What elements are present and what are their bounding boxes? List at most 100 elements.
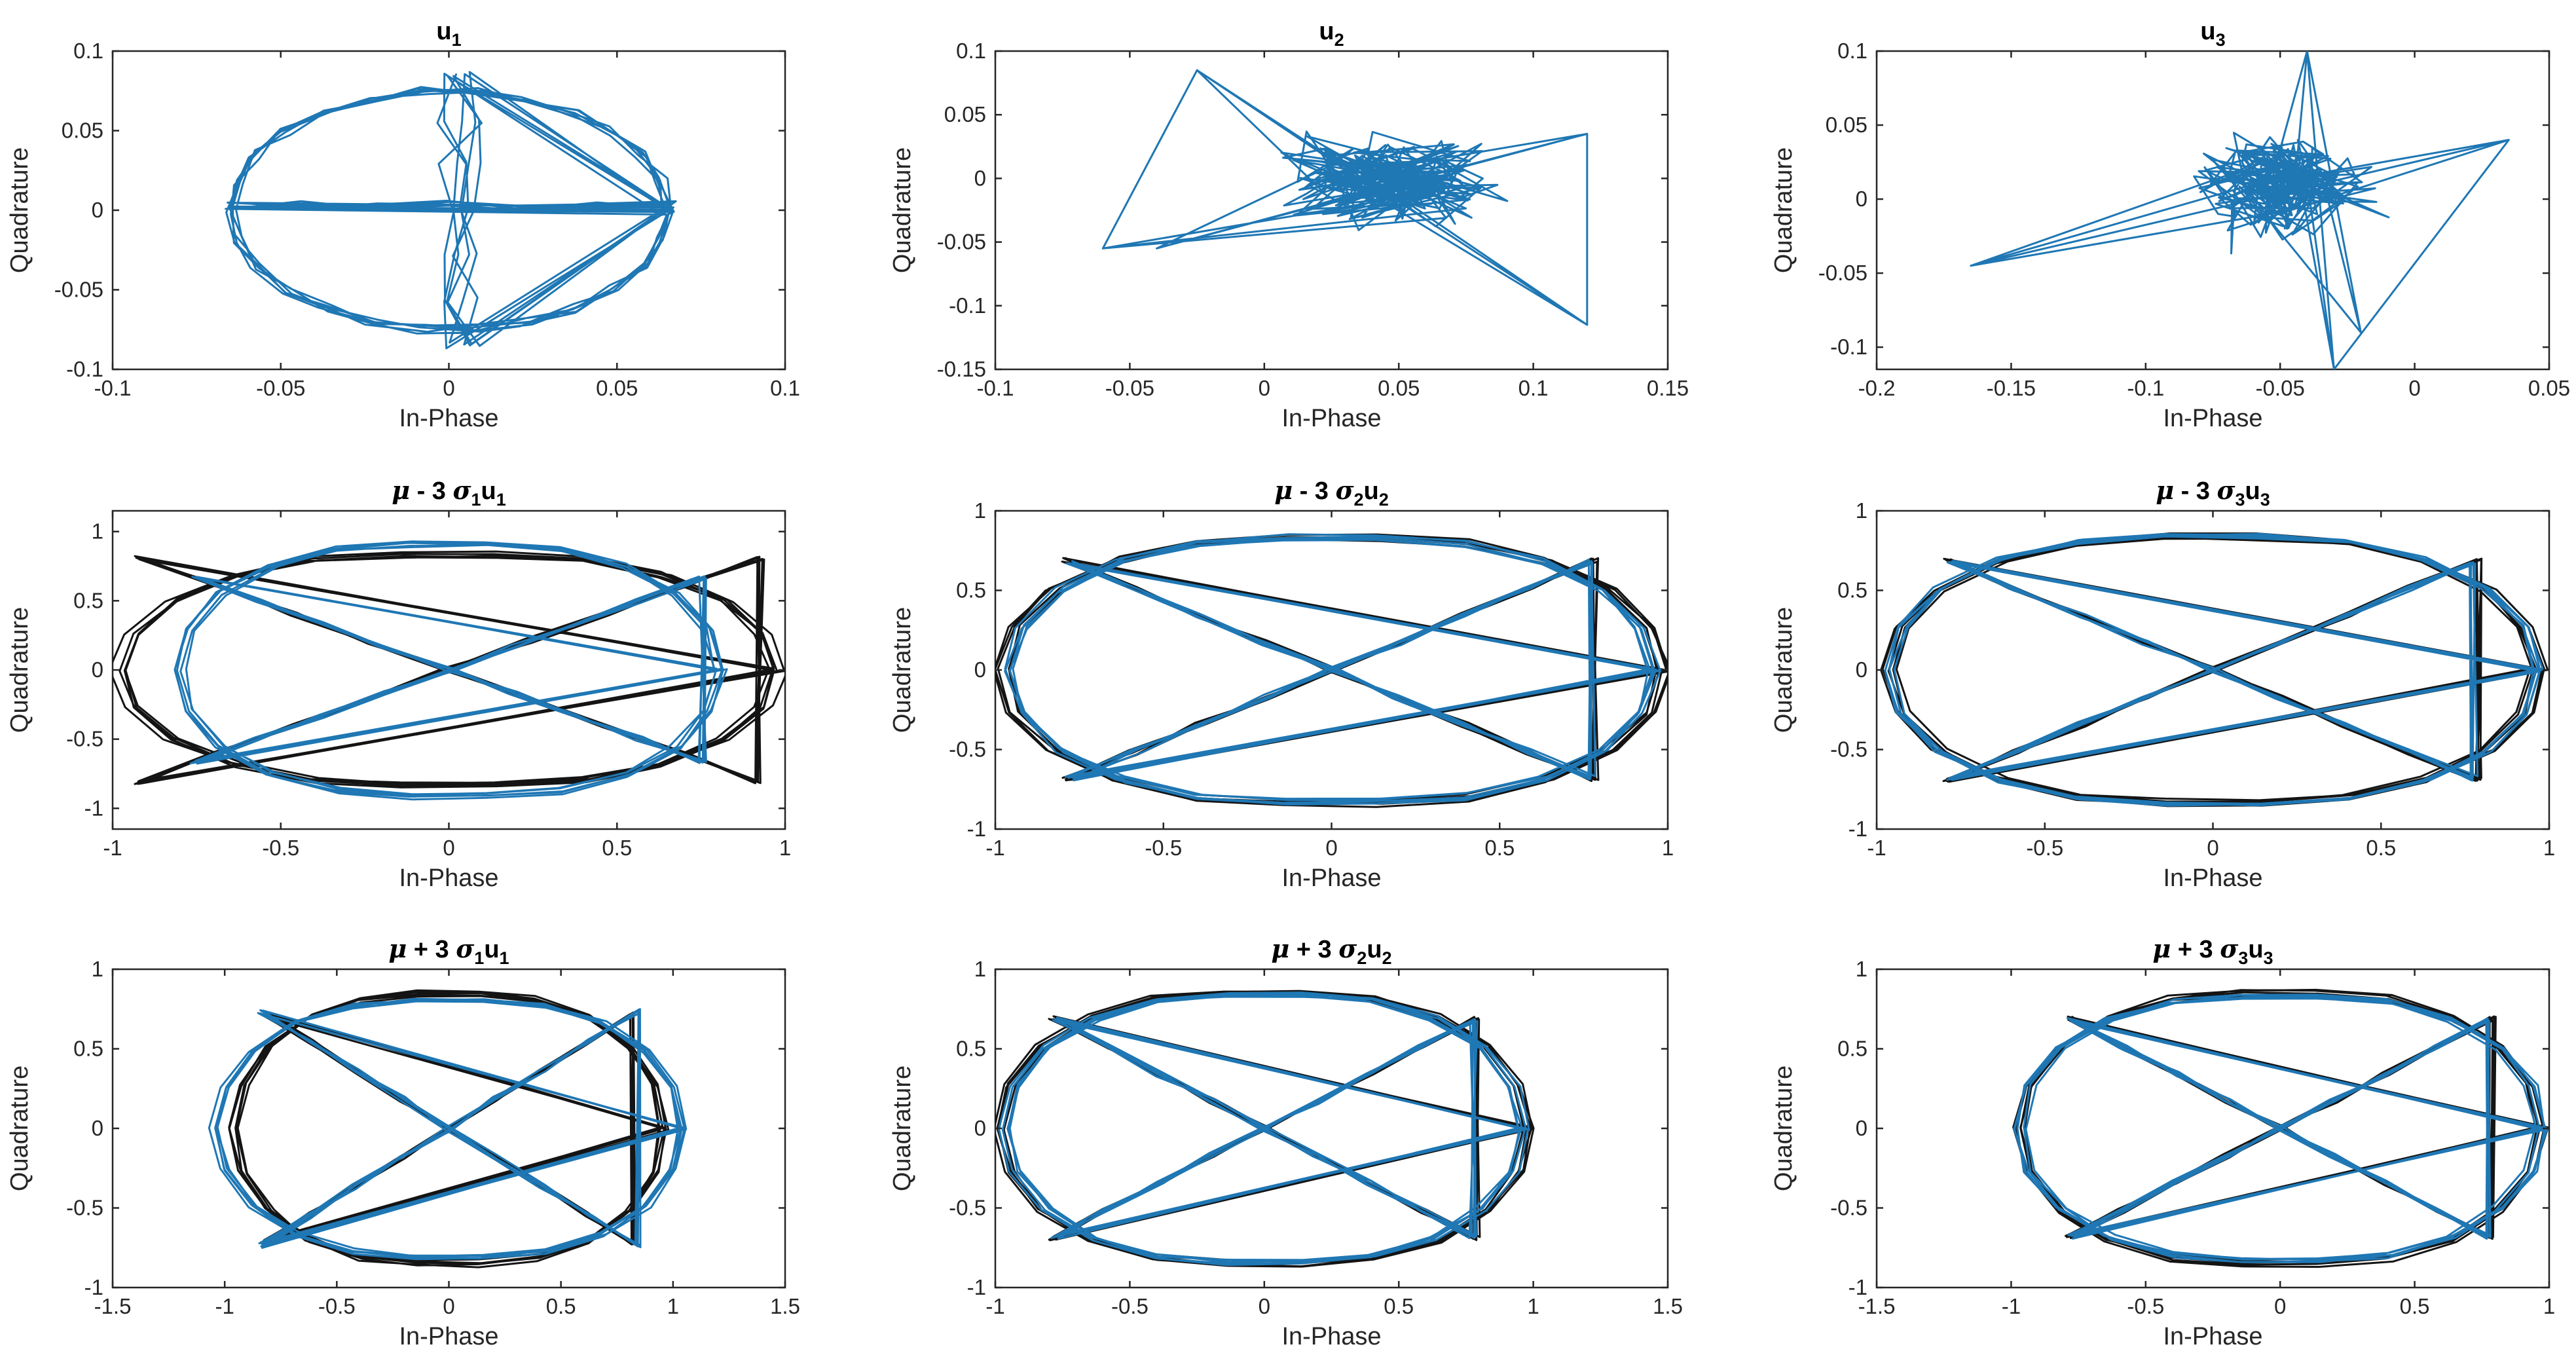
- x-tick-label: -0.1: [977, 376, 1014, 400]
- subplot-6: -1 -0.5 0 0.5 1 -1 -0.5 0 0.5 1 In-Phase Quadrature…: [1770, 475, 2555, 892]
- x-tick-label: -0.5: [1111, 1294, 1149, 1318]
- y-tick-label: 0.5: [956, 1037, 986, 1061]
- axes-title: μ + 3 σ1u1: [388, 934, 509, 968]
- axes-title: μ - 3 σ1u1: [392, 475, 506, 510]
- y-axis-label: Quadrature: [1770, 1066, 1797, 1191]
- x-tick-label: -0.2: [1858, 376, 1896, 400]
- x-tick-label: 0.5: [2400, 1294, 2430, 1318]
- trace-blue: [1004, 533, 1662, 806]
- y-tick-label: 0.05: [62, 119, 103, 143]
- y-tick-label: -1: [1849, 817, 1868, 841]
- y-axis-label: Quadrature: [889, 1066, 916, 1191]
- x-tick-label: 0: [443, 836, 454, 860]
- trace-blue: [1101, 69, 1589, 326]
- x-tick-label: -0.15: [1987, 376, 2036, 400]
- x-tick-label: -1: [1867, 836, 1886, 860]
- y-tick-label: 1: [1856, 498, 1868, 523]
- plot-area: [208, 989, 688, 1269]
- x-tick-label: 1: [667, 1294, 679, 1318]
- y-tick-label: -0.1: [949, 293, 986, 318]
- x-tick-label: 1: [1527, 1294, 1539, 1318]
- plot-area: [225, 71, 677, 350]
- x-tick-label: 1: [2543, 836, 2555, 860]
- x-tick-label: -0.05: [256, 376, 305, 400]
- subplot-2: -0.1 -0.05 0 0.05 0.1 0.15-0.15-0.1-0.0500.05…: [889, 18, 1689, 432]
- x-axis-label: In-Phase: [2163, 405, 2262, 432]
- y-tick-label: -1: [967, 1275, 986, 1299]
- x-tick-label: 0.05: [1378, 376, 1420, 400]
- plot-area: [1970, 51, 2510, 369]
- x-tick-label: -1: [985, 1294, 1004, 1318]
- x-tick-label: 0: [443, 1294, 454, 1318]
- x-tick-label: -1: [985, 836, 1004, 860]
- x-tick-label: 0.1: [1518, 376, 1549, 400]
- trace-blue: [208, 997, 688, 1261]
- subplot-4: -1 -0.5 0 0.5 1 -1 -0.5 0 0.5 1 In-Phase Quadrature…: [6, 475, 791, 892]
- x-tick-label: 1.5: [1653, 1294, 1683, 1318]
- y-tick-label: 0.05: [944, 102, 986, 126]
- x-axis-label: In-Phase: [2163, 864, 2262, 892]
- y-tick-label: 0.5: [1837, 1037, 1868, 1061]
- plot-area: [995, 533, 1668, 808]
- x-tick-label: -0.1: [94, 376, 132, 400]
- subplot-3: -0.2 -0.15 -0.1 -0.05 0 0.05 -0.1 -0.05 0 0.05 0.1…: [1770, 18, 2570, 432]
- y-tick-label: -0.05: [54, 278, 103, 302]
- y-tick-label: 0: [92, 198, 103, 222]
- y-axis-label: Quadrature: [889, 147, 916, 273]
- y-tick-label: 0.05: [1826, 113, 1868, 137]
- trace-blue: [225, 71, 677, 350]
- y-tick-label: -0.5: [66, 1196, 103, 1220]
- x-tick-label: 1: [1662, 836, 1674, 860]
- y-axis-label: Quadrature: [1770, 147, 1797, 273]
- y-tick-label: -1: [1849, 1275, 1868, 1299]
- y-tick-label: 0: [92, 1116, 103, 1140]
- x-axis-label: In-Phase: [1281, 864, 1381, 892]
- subplot-8: -1 -0.5 0 0.5 1 1.5 -1 -0.5 0 0.5 1 In-Phase Quadrat…: [889, 934, 1683, 1350]
- y-tick-label: 0.1: [1837, 39, 1868, 63]
- trace-blue: [1970, 51, 2510, 369]
- y-tick-label: 0.1: [956, 39, 986, 63]
- x-tick-label: 0: [1259, 1294, 1270, 1318]
- y-tick-label: 0.5: [956, 578, 986, 603]
- y-axis-label: Quadrature: [889, 607, 916, 733]
- axes-title: μ + 3 σ2u2: [1271, 934, 1391, 968]
- y-tick-label: 1: [92, 957, 103, 981]
- plot-area: [1880, 532, 2549, 807]
- x-tick-label: 0: [2207, 836, 2218, 860]
- x-tick-label: 0: [2274, 1294, 2286, 1318]
- x-tick-label: 0.5: [546, 1294, 576, 1318]
- x-tick-label: 0: [2408, 376, 2420, 400]
- y-tick-label: 1: [1856, 957, 1868, 981]
- y-tick-label: -0.5: [1830, 737, 1868, 762]
- y-tick-label: -0.5: [66, 727, 103, 751]
- axes-title: μ - 3 σ2u2: [1274, 475, 1389, 510]
- y-tick-label: -1: [84, 796, 103, 820]
- y-tick-label: 0.5: [73, 1037, 103, 1061]
- x-tick-label: 0.1: [770, 376, 800, 400]
- subplot-1: -0.1 -0.05 0 0.05 0.1 -0.1 -0.05 0 0.05 0.1 In-Pha…: [6, 18, 800, 432]
- y-tick-label: -1: [84, 1275, 103, 1299]
- y-tick-label: 0: [974, 166, 986, 190]
- x-tick-label: -1: [103, 836, 122, 860]
- y-tick-label: 0.5: [1837, 578, 1868, 603]
- x-tick-label: 0.05: [596, 376, 638, 400]
- subplot-9: -1.5 -1 -0.5 0 0.5 1-1-0.500.51In-PhaseQuadra…: [1770, 934, 2555, 1350]
- y-tick-label: 0.5: [73, 588, 103, 612]
- y-axis-label: Quadrature: [6, 1066, 33, 1191]
- axes-box: [994, 968, 1669, 1289]
- x-tick-label: 0.5: [602, 836, 632, 860]
- y-tick-label: -1: [967, 817, 986, 841]
- x-tick-label: -0.05: [1105, 376, 1154, 400]
- axes-box: [1875, 50, 2550, 371]
- trace-blue: [1884, 532, 2544, 807]
- y-tick-label: 0: [92, 658, 103, 682]
- y-tick-label: -0.1: [1830, 335, 1868, 359]
- trace-blue: [997, 992, 1530, 1267]
- y-tick-label: -0.1: [66, 357, 103, 381]
- y-tick-label: 0: [974, 1116, 986, 1140]
- x-tick-label: -0.05: [2256, 376, 2305, 400]
- x-tick-label: -0.5: [318, 1294, 356, 1318]
- y-tick-label: 1: [974, 498, 986, 523]
- x-tick-label: -1.5: [94, 1294, 132, 1318]
